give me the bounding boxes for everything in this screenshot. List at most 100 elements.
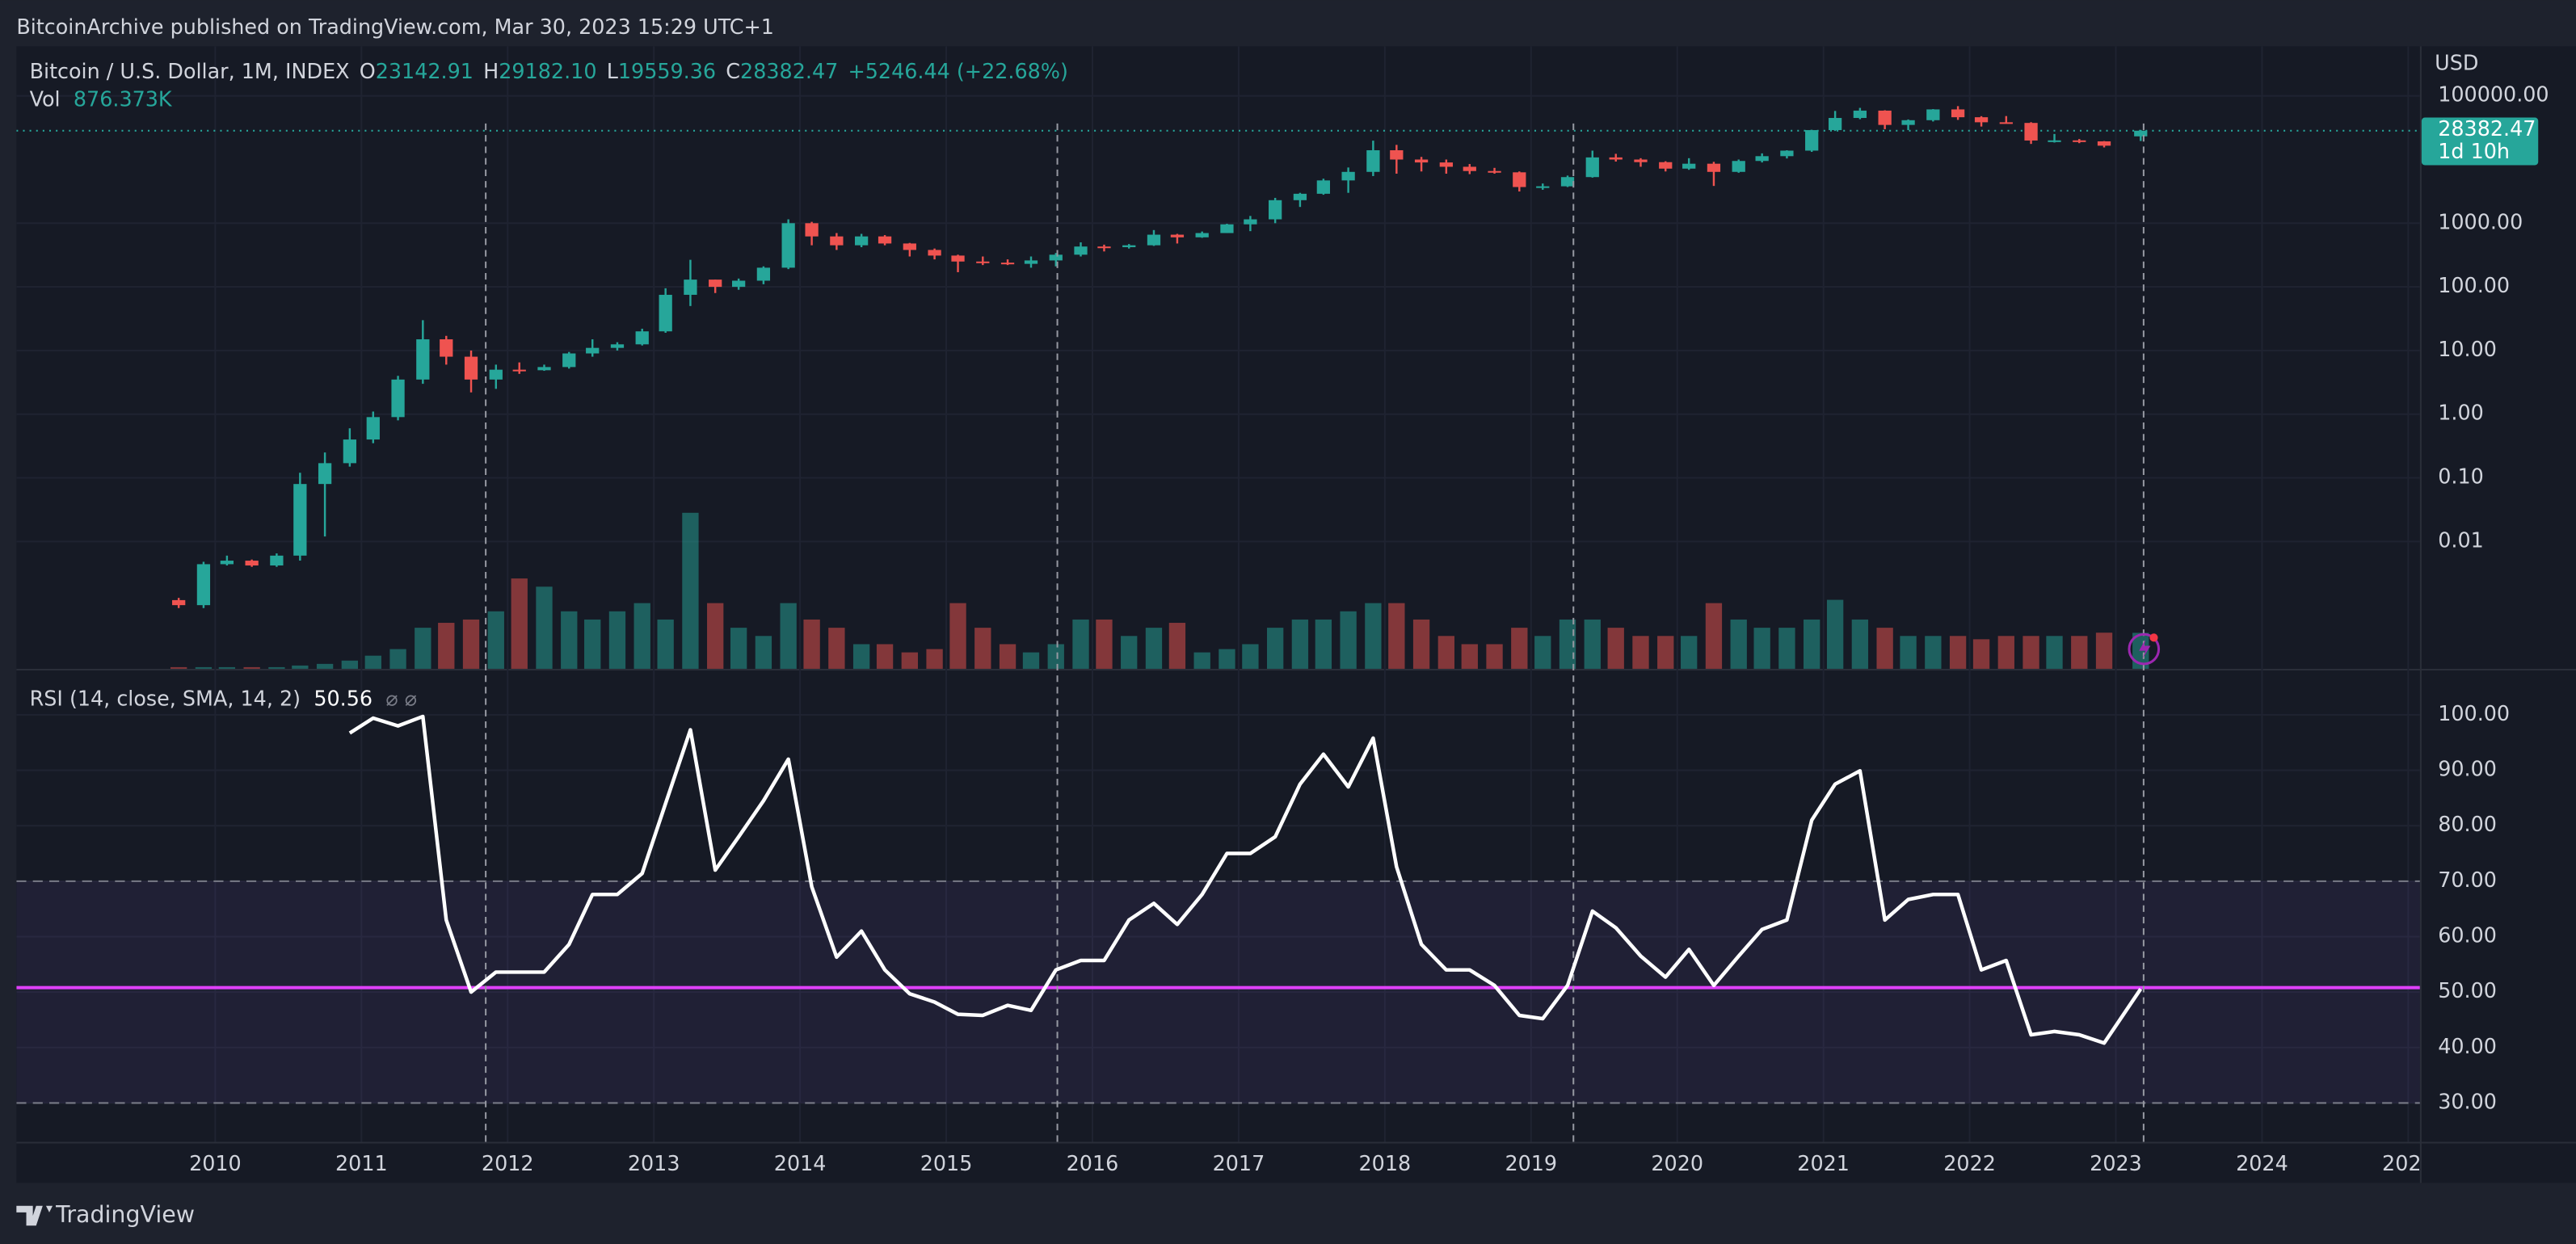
volume-bar [1193,652,1210,669]
candle-body [659,294,672,332]
candle-body [2097,141,2111,146]
volume-bar [438,623,455,669]
candle-body [1926,109,1940,120]
volume-bar [1559,619,1576,669]
ohlc-key: C [726,59,740,83]
candle-body [1536,186,1550,188]
volume-bar [780,603,797,669]
volume-bar [2046,636,2063,669]
marks [172,106,2148,1142]
candle-body [366,417,380,440]
alert-icon[interactable] [2128,633,2161,666]
volume-bar [415,628,431,669]
volume-bar [1388,603,1405,669]
volume-bar [1461,644,1478,669]
volume-bar [1949,636,1967,669]
volume-bar [876,644,894,669]
y-tick-label: 100000.00 [2438,82,2549,107]
candle-body [2048,140,2061,142]
countdown: 1d 10h [2438,139,2510,163]
x-tick-label: 2016 [1067,1151,1119,1175]
candle-body [293,484,307,556]
ohlc-key: H [483,59,499,83]
x-tick-label: 2025 [2382,1151,2435,1175]
x-tick-label: 2018 [1359,1151,1412,1175]
volume-bar [1168,623,1186,669]
ohlc-value: 19559.36 [618,59,716,83]
x-tick-label: 2022 [1943,1151,1996,1175]
candle-body [1147,234,1161,246]
candle-body [245,561,259,566]
time-axis-area [16,1141,2576,1183]
volume-bar [974,628,991,669]
candle-body [2134,130,2148,137]
volume-bar [341,660,359,669]
candle-body [2073,140,2086,142]
candle-body [610,344,625,348]
y-tick-label: 90.00 [2438,757,2497,781]
volume-bar [292,665,309,669]
volume-bar [1242,644,1259,669]
alert-bolt [2139,639,2151,659]
x-tick-label: 2017 [1213,1151,1265,1175]
candle-body [1585,157,1599,178]
y-tick-label: 40.00 [2438,1034,2497,1058]
alert-dot [2149,633,2158,642]
volume-bar [1730,619,1747,669]
volume-bar [462,619,480,669]
candle-body [1951,109,1965,118]
volume-bar [803,619,820,669]
candle-body [1293,193,1307,200]
candle-body [1853,110,1867,119]
candle-body [1170,234,1185,237]
rsi-title: RSI (14, close, SMA, 14, 2) [30,687,301,711]
volume-bar [218,666,236,669]
candle-body [1732,161,1745,172]
candle-body [1390,149,1404,160]
volume-bar [268,666,285,669]
candle-body [976,261,990,263]
volume-bar [1534,636,1551,669]
candle-body [1316,180,1330,194]
candle-body [1414,159,1429,163]
x-tick-label: 2023 [2090,1151,2142,1175]
candle-body [416,339,430,380]
volume-bar [561,611,578,669]
currency: USD [2435,51,2478,75]
volume-bar [2071,636,2088,669]
candle-body [1974,117,1989,123]
x-tick-label: 2014 [774,1151,827,1175]
candle-body [1463,166,1476,171]
x-tick-label: 2012 [482,1151,534,1175]
volume-bar [1997,636,2014,669]
volume-bar [1657,636,1674,669]
candle-body [781,223,795,268]
volume-bar [1291,619,1309,669]
ohlc-key: L [607,59,619,83]
candle-body [586,347,600,354]
volume-bar [584,619,601,669]
candle-body [1366,149,1380,172]
grid [16,46,2420,1142]
candle-body [1805,130,1819,151]
candle-body [343,439,356,464]
volume-bar [1219,649,1235,669]
candle-body [1659,162,1673,169]
x-tick-label: 2013 [628,1151,680,1175]
volume-bar [949,603,966,669]
y-tick-label: 30.00 [2438,1089,2497,1113]
candle-body [512,369,526,372]
volume-bar [1705,603,1723,669]
candle-body [1074,246,1088,255]
brand-logo [16,1205,53,1226]
candle-body [1828,118,1842,131]
y-tick-label: 1.00 [2438,401,2484,425]
candle-body [1513,172,1526,187]
candle-body [684,279,697,295]
volume-bar [316,663,334,669]
volume-bar [926,649,943,669]
candle-body [1341,171,1355,181]
candle-body [1878,110,1892,125]
volume-bar [1607,628,1624,669]
